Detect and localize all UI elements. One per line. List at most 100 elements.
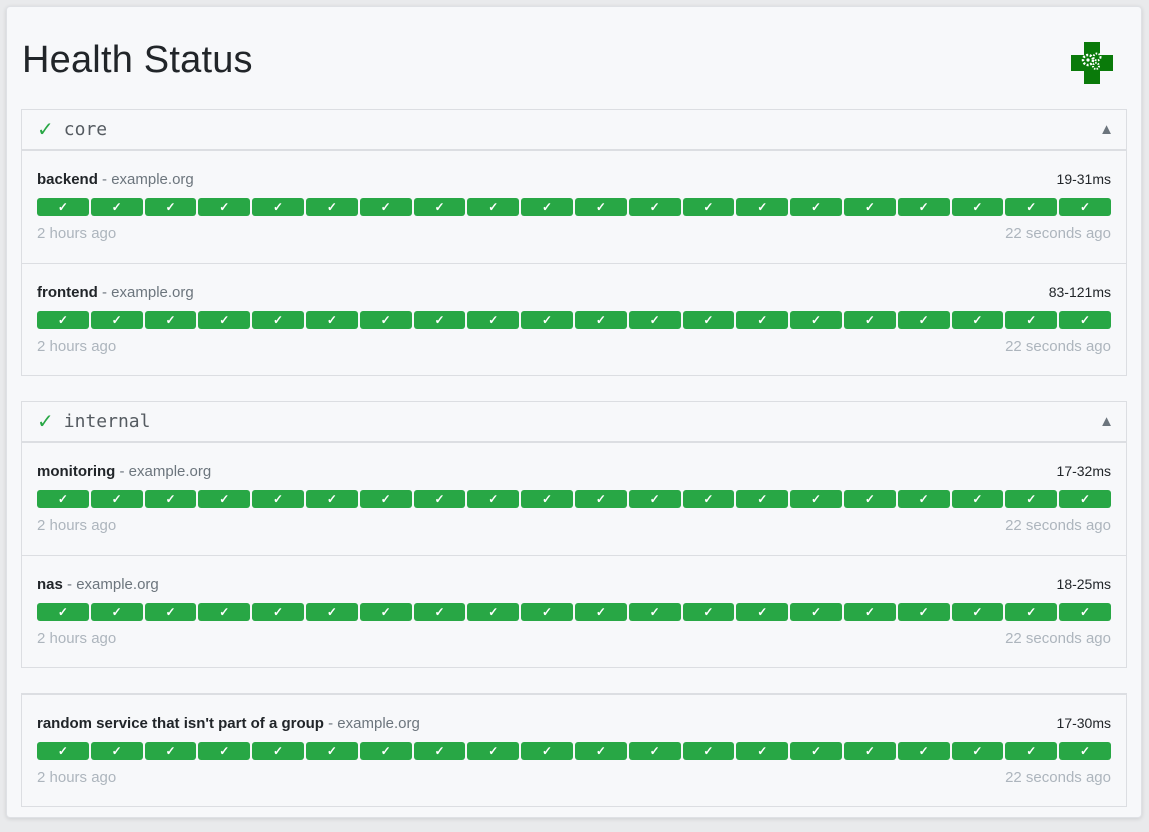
result-bar-success[interactable]: ✓ xyxy=(521,742,573,760)
result-bar-success[interactable]: ✓ xyxy=(90,198,143,216)
result-bar-success[interactable]: ✓ xyxy=(628,490,681,508)
result-bar-success[interactable]: ✓ xyxy=(144,198,197,216)
result-bar-success[interactable]: ✓ xyxy=(37,603,89,621)
result-bar-success[interactable]: ✓ xyxy=(736,311,789,329)
result-bar-success[interactable]: ✓ xyxy=(413,603,466,621)
result-bar-success[interactable]: ✓ xyxy=(521,198,573,216)
result-bar-success[interactable]: ✓ xyxy=(790,198,842,216)
result-bar-success[interactable]: ✓ xyxy=(628,603,681,621)
group-header-core[interactable]: ✓ core ▲ xyxy=(22,110,1126,151)
result-bar-success[interactable]: ✓ xyxy=(1005,198,1058,216)
result-bar-success[interactable]: ✓ xyxy=(1005,742,1058,760)
result-bar-success[interactable]: ✓ xyxy=(574,603,627,621)
result-bar-success[interactable]: ✓ xyxy=(897,603,950,621)
result-bar-success[interactable]: ✓ xyxy=(37,490,89,508)
result-bar-success[interactable]: ✓ xyxy=(467,198,520,216)
result-bar-success[interactable]: ✓ xyxy=(305,198,358,216)
result-bar-success[interactable]: ✓ xyxy=(1005,490,1058,508)
result-bar-success[interactable]: ✓ xyxy=(1059,311,1111,329)
result-bar-success[interactable]: ✓ xyxy=(574,311,627,329)
result-bar-success[interactable]: ✓ xyxy=(951,311,1004,329)
result-bar-success[interactable]: ✓ xyxy=(1059,603,1111,621)
result-bar-success[interactable]: ✓ xyxy=(897,742,950,760)
result-bar-success[interactable]: ✓ xyxy=(305,311,358,329)
result-bar-success[interactable]: ✓ xyxy=(144,742,197,760)
result-bar-success[interactable]: ✓ xyxy=(359,490,412,508)
result-bar-success[interactable]: ✓ xyxy=(37,198,89,216)
result-bar-success[interactable]: ✓ xyxy=(305,490,358,508)
result-bar-success[interactable]: ✓ xyxy=(628,198,681,216)
result-bar-success[interactable]: ✓ xyxy=(252,603,304,621)
result-bar-success[interactable]: ✓ xyxy=(198,198,251,216)
result-bar-success[interactable]: ✓ xyxy=(628,311,681,329)
result-bar-success[interactable]: ✓ xyxy=(897,490,950,508)
result-bar-success[interactable]: ✓ xyxy=(682,742,735,760)
result-bar-success[interactable]: ✓ xyxy=(90,603,143,621)
result-bar-success[interactable]: ✓ xyxy=(736,490,789,508)
result-bar-success[interactable]: ✓ xyxy=(1059,742,1111,760)
result-bar-success[interactable]: ✓ xyxy=(897,198,950,216)
result-bar-success[interactable]: ✓ xyxy=(1059,198,1111,216)
result-bar-success[interactable]: ✓ xyxy=(521,311,573,329)
result-bar-success[interactable]: ✓ xyxy=(359,603,412,621)
result-bar-success[interactable]: ✓ xyxy=(90,311,143,329)
result-bar-success[interactable]: ✓ xyxy=(790,603,842,621)
result-bar-success[interactable]: ✓ xyxy=(305,742,358,760)
result-bar-success[interactable]: ✓ xyxy=(521,490,573,508)
result-bar-success[interactable]: ✓ xyxy=(1005,603,1058,621)
result-bar-success[interactable]: ✓ xyxy=(37,311,89,329)
result-bar-success[interactable]: ✓ xyxy=(1059,490,1111,508)
result-bar-success[interactable]: ✓ xyxy=(736,198,789,216)
result-bar-success[interactable]: ✓ xyxy=(252,198,304,216)
result-bar-success[interactable]: ✓ xyxy=(843,603,896,621)
result-bar-success[interactable]: ✓ xyxy=(843,198,896,216)
result-bar-success[interactable]: ✓ xyxy=(198,311,251,329)
result-bar-success[interactable]: ✓ xyxy=(413,490,466,508)
result-bar-success[interactable]: ✓ xyxy=(951,742,1004,760)
result-bar-success[interactable]: ✓ xyxy=(37,742,89,760)
result-bar-success[interactable]: ✓ xyxy=(951,603,1004,621)
collapse-toggle-icon[interactable]: ▲ xyxy=(1099,121,1114,138)
result-bar-success[interactable]: ✓ xyxy=(198,603,251,621)
result-bar-success[interactable]: ✓ xyxy=(144,603,197,621)
result-bar-success[interactable]: ✓ xyxy=(897,311,950,329)
result-bar-success[interactable]: ✓ xyxy=(252,490,304,508)
result-bar-success[interactable]: ✓ xyxy=(413,742,466,760)
result-bar-success[interactable]: ✓ xyxy=(144,490,197,508)
result-bar-success[interactable]: ✓ xyxy=(736,742,789,760)
result-bar-success[interactable]: ✓ xyxy=(843,742,896,760)
result-bar-success[interactable]: ✓ xyxy=(574,742,627,760)
result-bar-success[interactable]: ✓ xyxy=(843,490,896,508)
result-bar-success[interactable]: ✓ xyxy=(574,198,627,216)
result-bar-success[interactable]: ✓ xyxy=(413,311,466,329)
result-bar-success[interactable]: ✓ xyxy=(467,490,520,508)
result-bar-success[interactable]: ✓ xyxy=(144,311,197,329)
result-bar-success[interactable]: ✓ xyxy=(1005,311,1058,329)
result-bar-success[interactable]: ✓ xyxy=(682,198,735,216)
result-bar-success[interactable]: ✓ xyxy=(790,311,842,329)
result-bar-success[interactable]: ✓ xyxy=(305,603,358,621)
result-bar-success[interactable]: ✓ xyxy=(413,198,466,216)
result-bar-success[interactable]: ✓ xyxy=(521,603,573,621)
result-bar-success[interactable]: ✓ xyxy=(951,490,1004,508)
result-bar-success[interactable]: ✓ xyxy=(574,490,627,508)
result-bar-success[interactable]: ✓ xyxy=(359,198,412,216)
result-bar-success[interactable]: ✓ xyxy=(467,311,520,329)
group-header-internal[interactable]: ✓ internal ▲ xyxy=(22,402,1126,443)
result-bar-success[interactable]: ✓ xyxy=(467,603,520,621)
result-bar-success[interactable]: ✓ xyxy=(951,198,1004,216)
result-bar-success[interactable]: ✓ xyxy=(252,742,304,760)
result-bar-success[interactable]: ✓ xyxy=(359,742,412,760)
result-bar-success[interactable]: ✓ xyxy=(628,742,681,760)
result-bar-success[interactable]: ✓ xyxy=(682,603,735,621)
collapse-toggle-icon[interactable]: ▲ xyxy=(1099,413,1114,430)
result-bar-success[interactable]: ✓ xyxy=(359,311,412,329)
result-bar-success[interactable]: ✓ xyxy=(790,742,842,760)
result-bar-success[interactable]: ✓ xyxy=(90,490,143,508)
result-bar-success[interactable]: ✓ xyxy=(736,603,789,621)
result-bar-success[interactable]: ✓ xyxy=(682,490,735,508)
result-bar-success[interactable]: ✓ xyxy=(198,490,251,508)
result-bar-success[interactable]: ✓ xyxy=(790,490,842,508)
result-bar-success[interactable]: ✓ xyxy=(252,311,304,329)
result-bar-success[interactable]: ✓ xyxy=(843,311,896,329)
